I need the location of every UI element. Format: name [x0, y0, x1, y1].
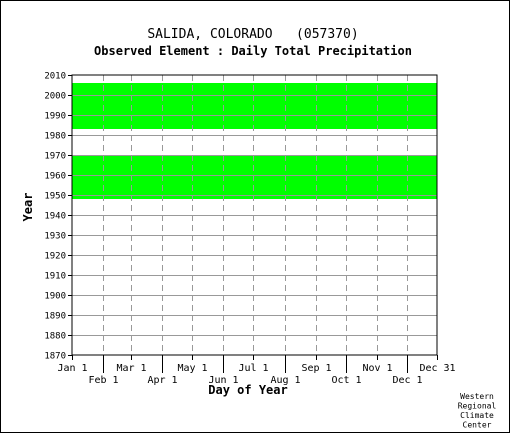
x-tick-label: Oct 1	[331, 375, 361, 386]
y-tick-label: 1910	[44, 272, 66, 282]
x-tick-label: Dec 31	[419, 363, 455, 374]
x-axis: Jan 1 Mar 1 May 1 Jul 1 Sep 1 Nov 1 Dec 31 Feb …	[57, 355, 456, 386]
coverage-block-0	[72, 155, 437, 199]
y-tick-label: 1890	[44, 312, 66, 322]
x-tick-label: May 1	[177, 363, 207, 374]
data-layer	[72, 83, 437, 199]
chart-title: SALIDA, COLORADO (057370)	[147, 27, 358, 42]
x-axis-label: Day of Year	[208, 383, 287, 397]
chart-subtitle: Observed Element : Daily Total Precipita…	[94, 44, 412, 58]
x-tick-label: Sep 1	[301, 363, 331, 374]
y-axis-label: Year	[21, 193, 35, 222]
y-tick-label: 1970	[44, 152, 66, 162]
y-tick-label: 1900	[44, 292, 66, 302]
y-tick-label: 1990	[44, 112, 66, 122]
y-tick-label: 1950	[44, 192, 66, 202]
x-tick-label: Aug 1	[270, 375, 300, 386]
grid-layer	[72, 75, 437, 355]
x-tick-label: Apr 1	[147, 375, 177, 386]
credit-line: Regional	[458, 402, 497, 411]
credit-line: Climate	[460, 411, 494, 420]
coverage-block-1	[72, 83, 437, 129]
y-axis: 1870 1880 1890 1900 1910 1920 1930 1940 1950 1960…	[44, 72, 72, 362]
x-tick-label: Feb 1	[88, 375, 118, 386]
y-tick-label: 1920	[44, 252, 66, 262]
y-tick-label: 1870	[44, 352, 66, 362]
x-tick-label: Jan 1	[57, 363, 87, 374]
y-tick-label: 2000	[44, 92, 66, 102]
credit-line: Center	[463, 421, 492, 430]
credit-line: Western	[460, 392, 494, 401]
y-tick-label: 1980	[44, 132, 66, 142]
y-tick-label: 1940	[44, 212, 66, 222]
x-tick-label: Nov 1	[362, 363, 392, 374]
x-tick-label: Jul 1	[238, 363, 268, 374]
x-tick-label: Jun 1	[208, 375, 238, 386]
x-tick-label: Mar 1	[116, 363, 146, 374]
y-tick-label: 1880	[44, 332, 66, 342]
y-tick-label: 2010	[44, 72, 66, 82]
y-tick-label: 1960	[44, 172, 66, 182]
y-tick-label: 1930	[44, 232, 66, 242]
x-tick-label: Dec 1	[392, 375, 422, 386]
